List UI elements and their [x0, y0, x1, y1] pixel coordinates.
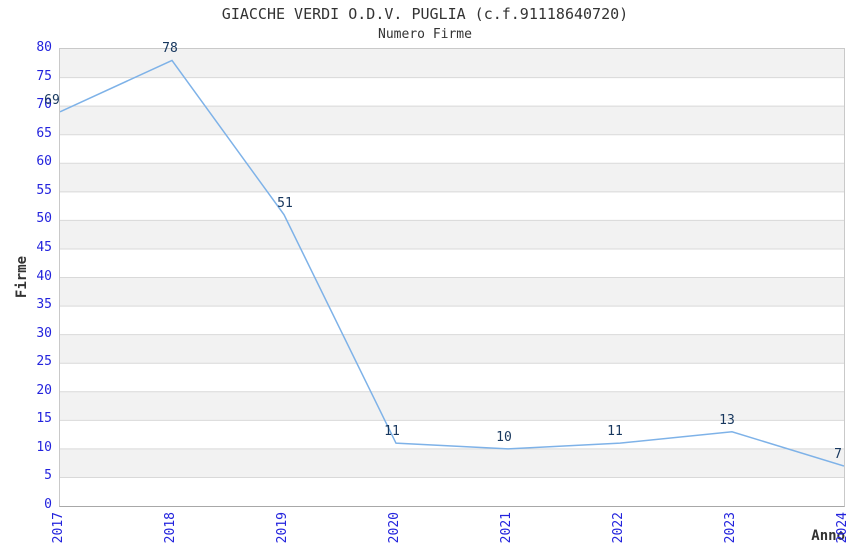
grid-band: [60, 448, 844, 478]
series-svg: [60, 49, 844, 478]
x-tick-label: 2017: [51, 512, 66, 544]
y-tick-label: 5: [44, 468, 52, 484]
y-tick-label: 55: [36, 182, 52, 198]
data-label: 11: [607, 424, 623, 440]
y-tick-label: 10: [36, 439, 52, 455]
chart-title: GIACCHE VERDI O.D.V. PUGLIA (c.f.9111864…: [221, 5, 629, 23]
x-tick-label: 2019: [275, 512, 290, 544]
x-tick-label: 2022: [611, 512, 626, 544]
data-label: 10: [496, 429, 512, 445]
x-axis-label: Anno: [811, 528, 845, 544]
y-tick-label: 75: [36, 68, 52, 84]
y-tick-label: 15: [36, 411, 52, 427]
data-label: 51: [277, 195, 293, 211]
y-tick-label: 40: [36, 268, 52, 284]
data-label: 78: [162, 41, 178, 57]
chart-subtitle: Numero Firme: [378, 27, 472, 42]
y-tick-label: 50: [36, 211, 52, 227]
y-tick-label: 65: [36, 125, 52, 141]
x-tick-label: 2018: [163, 512, 178, 544]
x-tick-label: 2023: [723, 512, 738, 544]
data-label: 11: [384, 424, 400, 440]
y-tick-label: 25: [36, 354, 52, 370]
y-tick-label: 60: [36, 154, 52, 170]
y-tick-label: 0: [44, 497, 52, 512]
grid-band: [60, 163, 844, 192]
grid-band: [60, 220, 844, 249]
x-tick-label: 2024: [835, 512, 850, 544]
grid-band: [60, 106, 844, 135]
data-label: 7: [834, 447, 842, 462]
data-label: 69: [44, 92, 60, 108]
data-label: 13: [719, 412, 735, 428]
grid-band: [60, 334, 844, 364]
y-tick-label: 35: [36, 297, 52, 313]
plot-area: [59, 48, 845, 507]
y-tick-label: 80: [36, 40, 52, 55]
series-line: [60, 59, 844, 467]
x-tick-label: 2021: [499, 512, 514, 544]
grid-band: [60, 49, 844, 78]
y-tick-label: 70: [36, 97, 52, 113]
y-tick-label: 45: [36, 239, 52, 255]
grid-band: [60, 391, 844, 421]
y-tick-label: 30: [36, 325, 52, 341]
y-tick-label: 20: [36, 382, 52, 398]
x-tick-label: 2020: [387, 512, 402, 544]
grid-band: [60, 277, 844, 307]
